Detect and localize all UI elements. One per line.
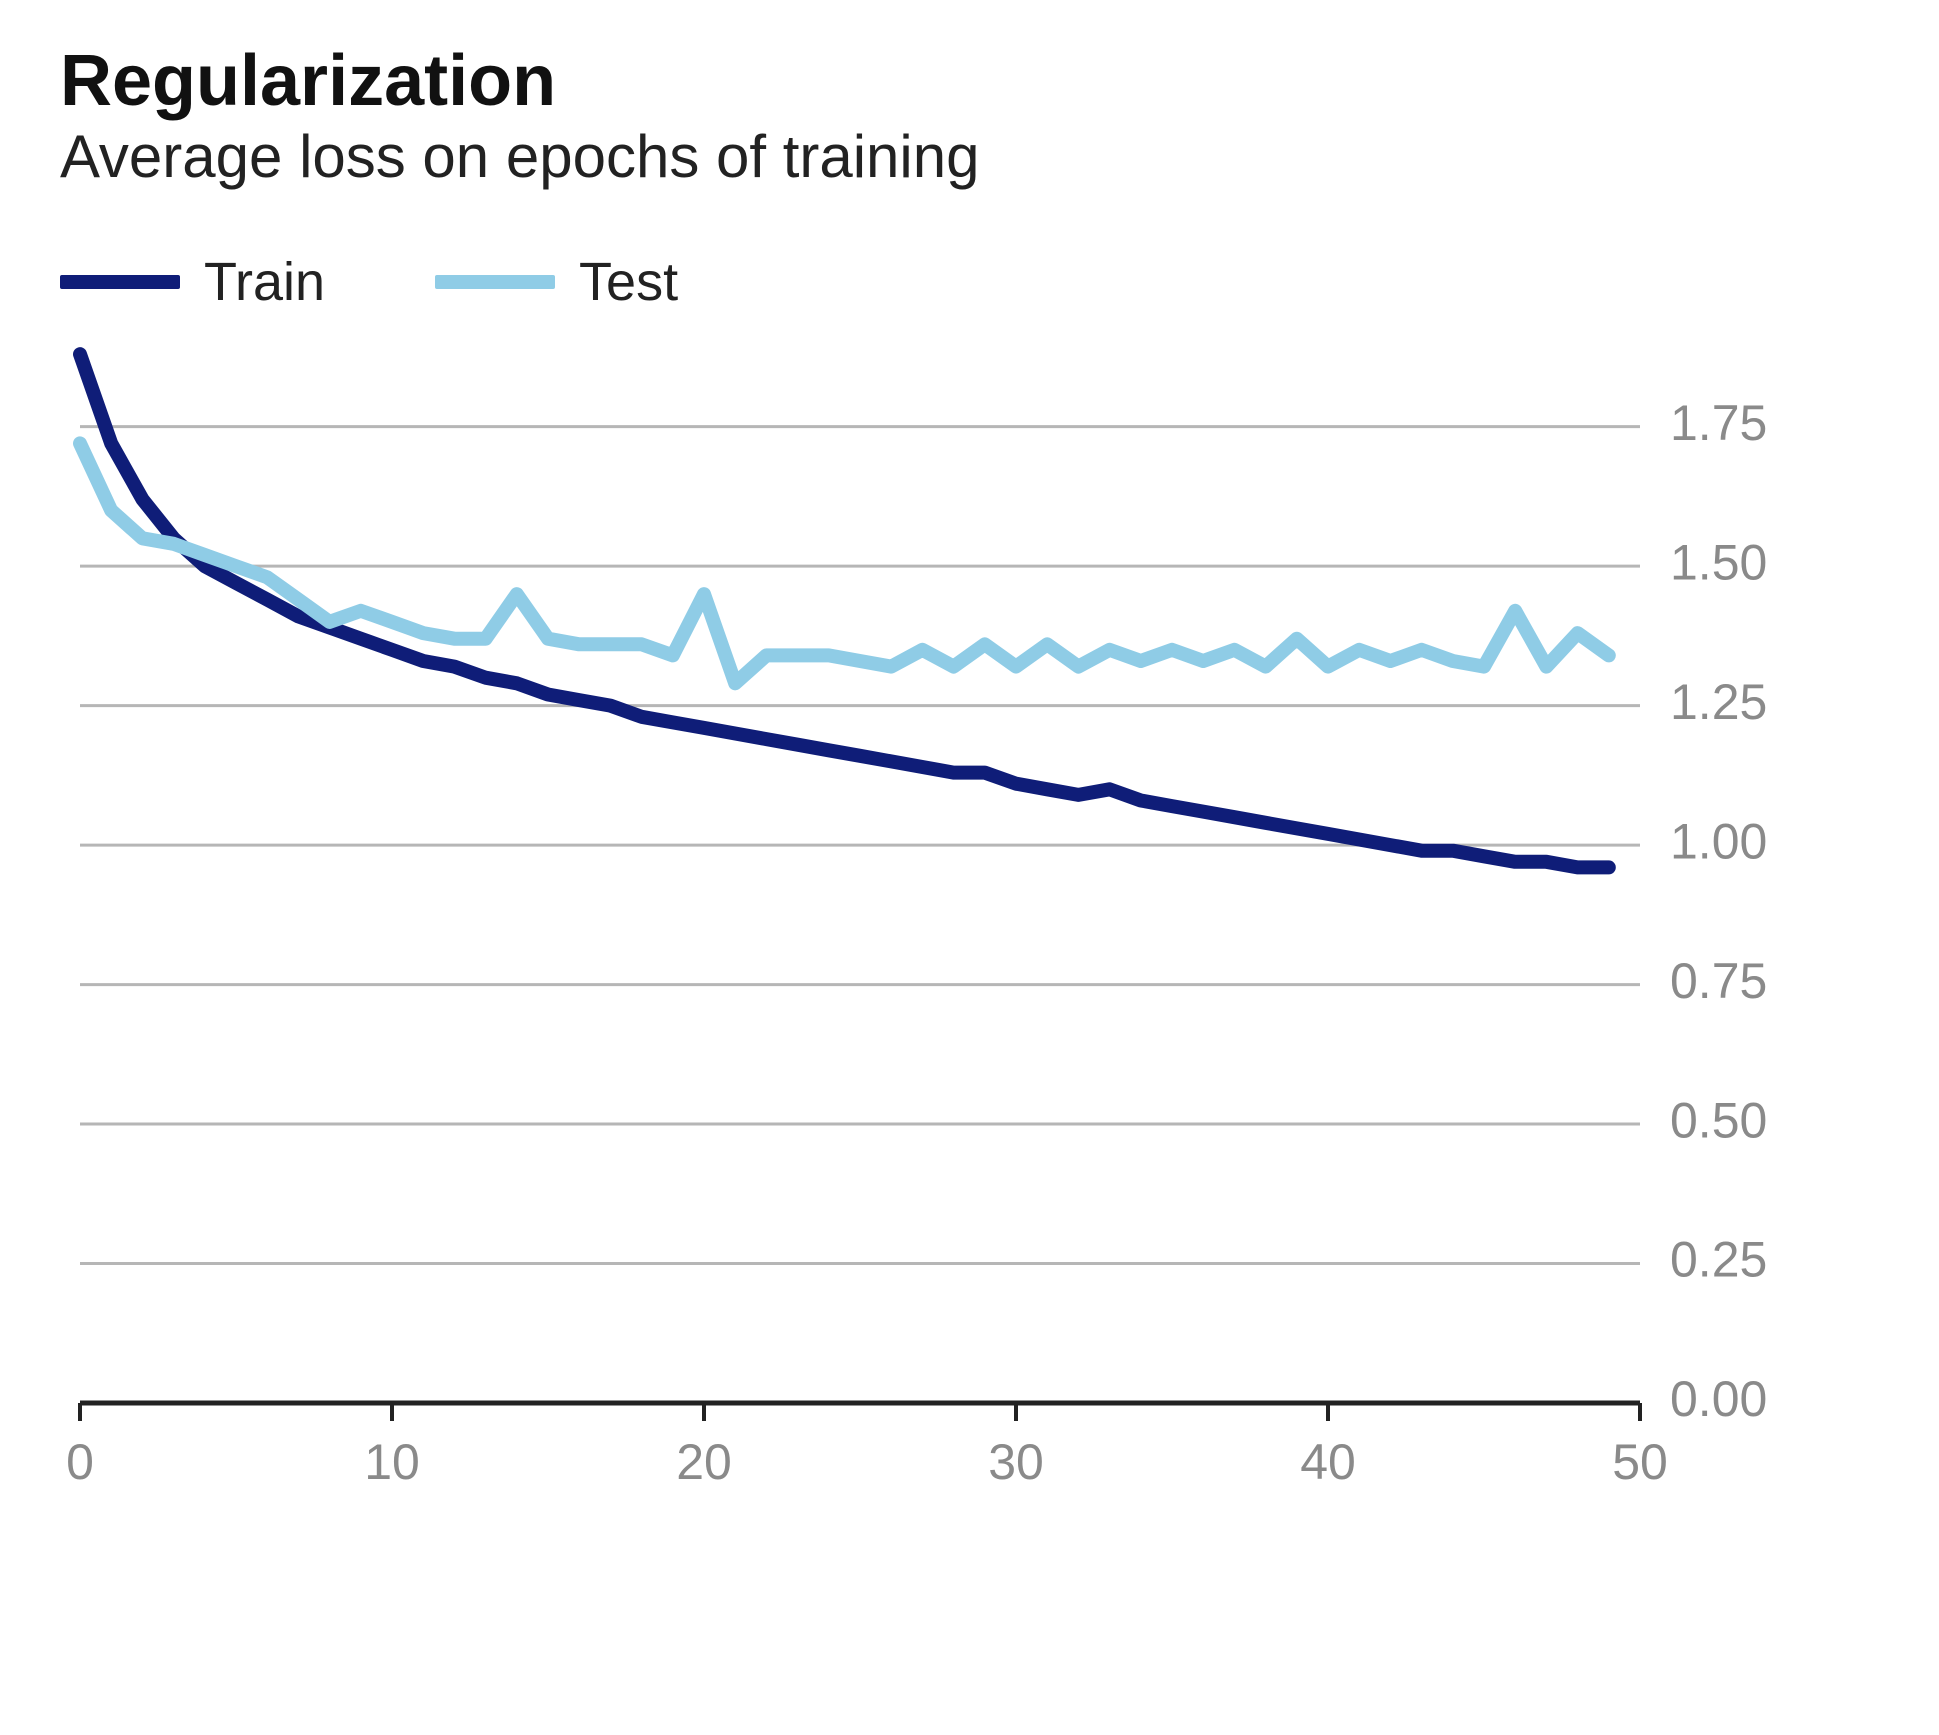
- y-tick-label: 1.25: [1670, 674, 1767, 730]
- line-chart-svg: 0.00 0.25 0.50 0.75 1.00 1.25 1.50 1.75 0 10 20 30 4…: [60, 343, 1840, 1533]
- x-tick-label: 0: [66, 1434, 94, 1490]
- y-tick-label: 1.00: [1670, 813, 1767, 869]
- x-tick-label: 10: [364, 1434, 420, 1490]
- y-tick-label: 0.50: [1670, 1092, 1767, 1148]
- chart-title: Regularization: [60, 40, 1879, 122]
- legend-swatch: [60, 275, 180, 289]
- chart-container: Regularization Average loss on epochs of…: [0, 0, 1939, 1735]
- x-tick-label: 40: [1300, 1434, 1356, 1490]
- y-tick-label: 1.75: [1670, 395, 1767, 451]
- y-tick-label: 1.50: [1670, 534, 1767, 590]
- series-line-test: [80, 443, 1609, 683]
- legend-item: Test: [435, 251, 678, 313]
- legend-label: Test: [579, 251, 678, 313]
- y-tick-label: 0.75: [1670, 953, 1767, 1009]
- x-tick-label: 50: [1612, 1434, 1668, 1490]
- x-tick-label: 30: [988, 1434, 1044, 1490]
- chart-subtitle: Average loss on epochs of training: [60, 122, 1879, 191]
- y-tick-label: 0.25: [1670, 1232, 1767, 1288]
- chart-legend: Train Test: [60, 251, 1879, 313]
- x-tick-label: 20: [676, 1434, 732, 1490]
- chart-plot: 0.00 0.25 0.50 0.75 1.00 1.25 1.50 1.75 0 10 20 30 4…: [60, 343, 1879, 1533]
- legend-label: Train: [204, 251, 325, 313]
- legend-item: Train: [60, 251, 325, 313]
- y-tick-label: 0.00: [1670, 1371, 1767, 1427]
- legend-swatch: [435, 275, 555, 289]
